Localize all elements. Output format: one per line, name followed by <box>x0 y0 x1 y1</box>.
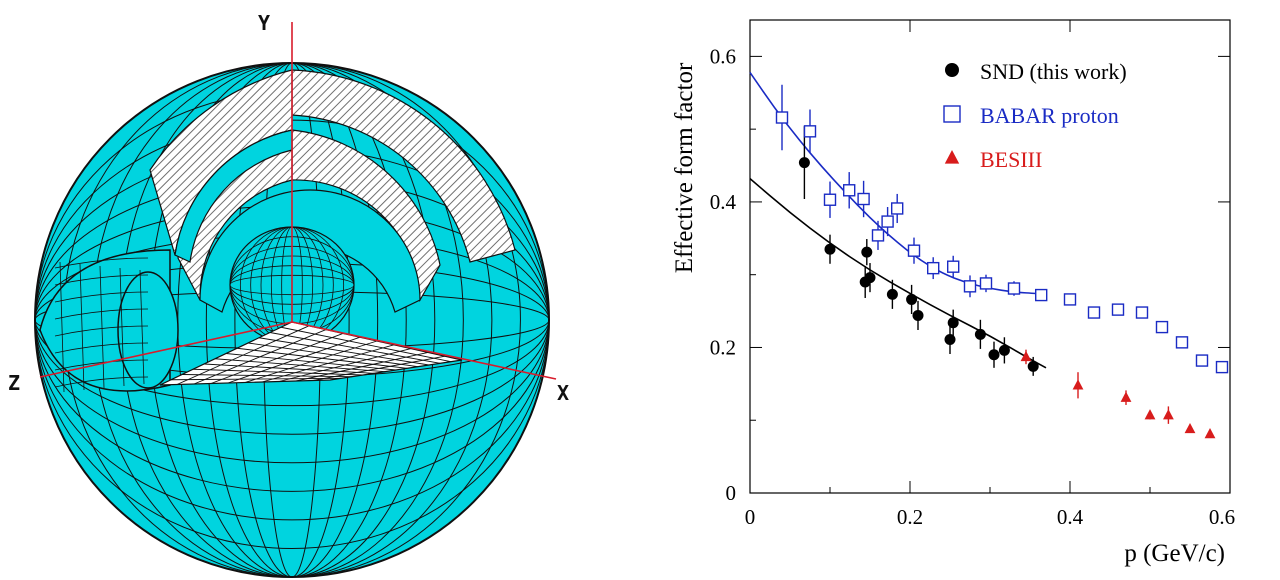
shell-parallel <box>234 63 350 577</box>
data-point-triangle <box>1120 391 1132 402</box>
hatched-wall-outer <box>291 69 516 263</box>
tunnel-line <box>54 342 149 354</box>
data-point-circle <box>798 157 810 169</box>
data-point-square <box>1087 306 1101 319</box>
data-point-square <box>927 261 940 275</box>
data-point-circle <box>974 328 986 340</box>
legend: SND (this work) BABAR proton BESIII <box>943 59 1127 172</box>
data-point-square <box>1035 288 1048 302</box>
data-point-circle <box>864 272 876 284</box>
data-point-square <box>1135 306 1149 319</box>
data-point-triangle <box>1020 350 1032 362</box>
data-point-triangle <box>1184 422 1196 434</box>
z-axis-line <box>39 321 293 378</box>
axis-label-y: Y <box>258 11 270 35</box>
tunnel-line <box>54 257 149 269</box>
data-point-circle <box>824 243 836 255</box>
data-points <box>775 84 1229 439</box>
floor-line <box>193 329 327 385</box>
detector-drawing: Y Z X <box>8 11 569 578</box>
x-axis-title: p (GeV/c) <box>1124 540 1225 567</box>
data-point-circle <box>886 288 898 300</box>
y-tick-label: 0.2 <box>710 335 736 359</box>
data-point-square <box>1155 320 1169 334</box>
tunnel-line <box>54 308 149 320</box>
data-point-triangle <box>1072 379 1084 390</box>
tunnel-line <box>139 269 145 385</box>
floor-line <box>261 344 395 383</box>
floor-line <box>295 351 429 382</box>
y-tick-label: 0 <box>726 481 737 505</box>
tunnel-line <box>79 263 85 391</box>
x-tick-label: 0.4 <box>1057 505 1084 529</box>
tunnel-line <box>54 359 149 371</box>
floor-line <box>312 355 446 381</box>
fit-curve-1 <box>749 71 1047 296</box>
shell-parallel <box>205 63 379 577</box>
tunnel-line <box>59 261 65 393</box>
floor-line <box>176 325 310 385</box>
data-point-square <box>871 229 885 242</box>
tunnel-line <box>119 267 125 387</box>
tunnel-line <box>54 325 149 337</box>
x-axis-line <box>291 321 557 380</box>
legend-label: SND (this work) <box>980 59 1127 84</box>
data-point-circle <box>947 317 959 329</box>
floor-grid <box>170 325 452 385</box>
data-point-square <box>881 215 894 228</box>
data-point-square <box>963 280 977 293</box>
y-axis-title: Effective form factor <box>671 62 698 273</box>
data-point-square <box>775 111 789 124</box>
legend-marker <box>943 105 961 123</box>
legend-marker <box>945 63 959 77</box>
data-point-circle <box>1027 360 1039 372</box>
data-point-square <box>1215 360 1229 374</box>
y-tick-label: 0.6 <box>710 44 736 68</box>
floor-line <box>278 348 412 382</box>
x-tick-label: 0.2 <box>897 505 923 529</box>
data-point-circle <box>861 246 873 258</box>
data-point-circle <box>912 309 924 321</box>
data-point-square <box>1007 282 1021 295</box>
data-point-square <box>1111 303 1125 316</box>
z-tunnel-mouth <box>117 271 179 389</box>
data-point-circle <box>906 293 918 305</box>
data-point-square <box>907 244 921 257</box>
data-point-square <box>947 260 960 273</box>
data-point-square <box>823 193 837 206</box>
plot-frame <box>749 19 1231 494</box>
fit-curves <box>749 71 1047 369</box>
data-point-triangle <box>1204 428 1216 439</box>
data-point-square <box>1195 354 1209 367</box>
x-tick-label: 0 <box>745 505 756 529</box>
data-point-square <box>979 277 993 290</box>
data-point-triangle <box>1163 409 1174 420</box>
tunnel-grid <box>54 257 149 393</box>
data-point-square <box>890 202 904 215</box>
floor-line <box>244 340 378 383</box>
axis-ticks: 0 0.2 0.4 0.6 0 0.2 0.4 0.6 <box>710 20 1235 529</box>
y-tick-label: 0.4 <box>710 190 737 214</box>
axis-label-x: X <box>557 381 569 405</box>
data-point-circle <box>988 349 1000 361</box>
tunnel-line <box>99 265 105 389</box>
x-tick-label: 0.6 <box>1209 505 1235 529</box>
axis-label-z: Z <box>8 371 20 395</box>
data-point-square <box>857 192 870 206</box>
legend-label: BESIII <box>980 147 1042 172</box>
data-point-triangle <box>1144 409 1156 420</box>
data-point-circle <box>998 344 1010 356</box>
data-point-circle <box>944 333 956 345</box>
form-factor-chart: 0 0.2 0.4 0.6 0 0.2 0.4 0.6 SND (this work) BABA… <box>671 19 1235 567</box>
data-point-square <box>1063 293 1077 306</box>
floor-line <box>210 332 344 384</box>
legend-label: BABAR proton <box>980 103 1119 128</box>
data-point-square <box>842 184 856 197</box>
legend-marker <box>944 150 960 164</box>
data-point-square <box>803 125 817 138</box>
fit-curve-0 <box>749 178 1047 369</box>
data-point-square <box>1175 336 1189 349</box>
floor-line <box>227 336 361 384</box>
